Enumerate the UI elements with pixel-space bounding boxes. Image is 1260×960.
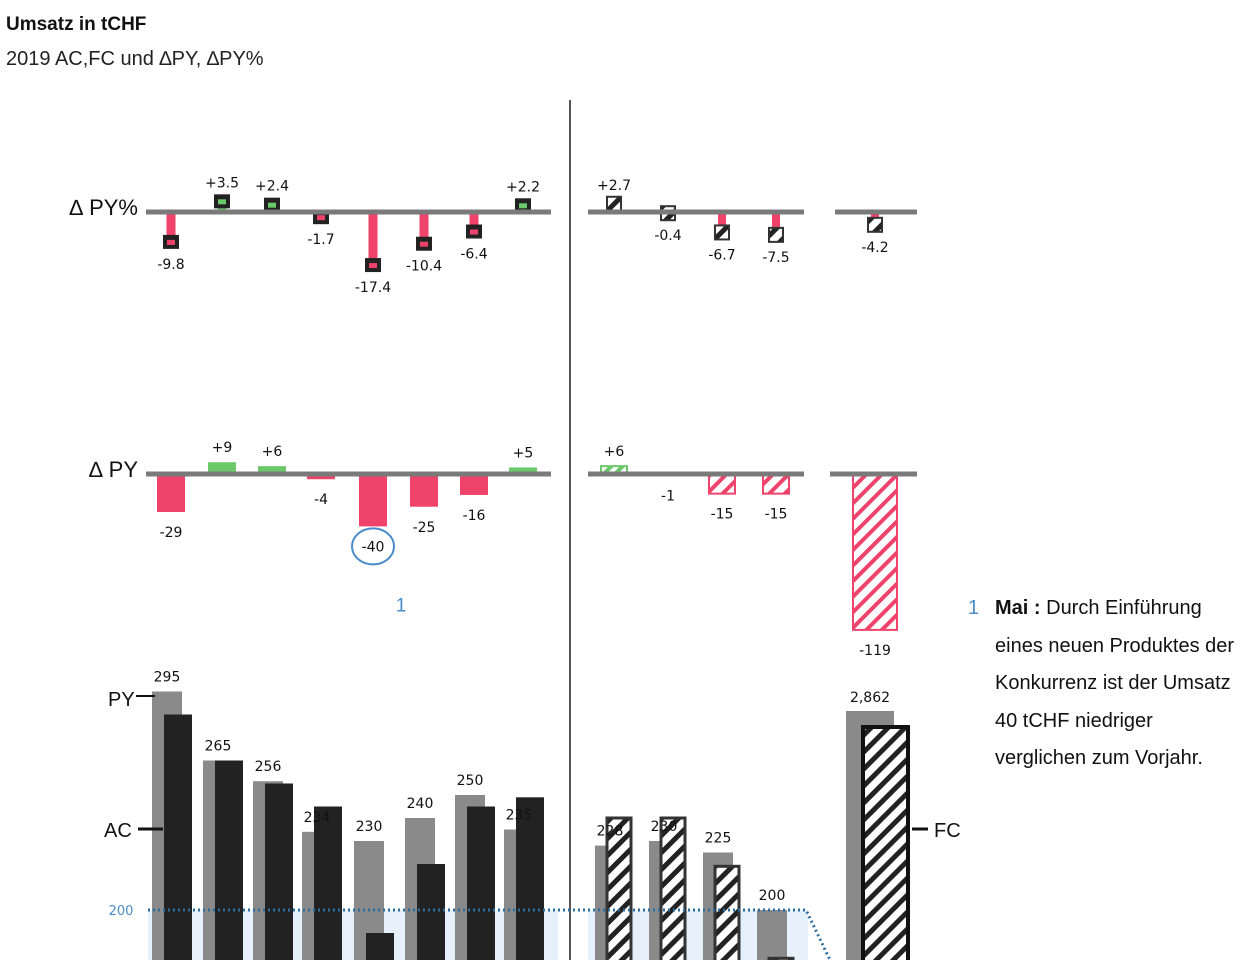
abs-fc-2-label: -15: [711, 507, 734, 523]
abs-ac-2-label: +6: [262, 444, 283, 460]
py-bar-11: [757, 910, 787, 960]
ac-bar-6: [467, 806, 495, 960]
abs-fc-0-label: +6: [604, 444, 625, 460]
abs-fc-2-bar: [708, 473, 736, 495]
legend-py: PY: [108, 689, 135, 711]
pct-ac-5-label: -10.4: [406, 259, 442, 275]
abs-ac-6-bar: [460, 474, 488, 495]
abs-ac-3-bar: [307, 474, 335, 480]
pct-fc-1-label: -0.4: [654, 228, 681, 244]
pct-fc-0-label: +2.7: [597, 178, 631, 194]
py-label-10: 225: [705, 831, 732, 847]
pct-ac-0-marker-core: [167, 239, 175, 245]
legend-ac: AC: [104, 820, 132, 842]
ac-bar-3: [314, 806, 342, 960]
py-label-4: 230: [356, 819, 383, 835]
abs-total-label: -119: [859, 643, 891, 659]
abs-ac-0-label: -29: [160, 525, 183, 541]
chart-subtitle: 2019 AC,FC und ∆PY, ∆PY%: [6, 48, 264, 70]
pct-fc-2-stem: [718, 212, 726, 233]
highlight-marker: 1: [396, 595, 407, 616]
abs-ac-1-bar: [208, 462, 236, 474]
pct-ac-6-stem: [469, 212, 479, 232]
abs-ac-5-label: -25: [413, 520, 436, 536]
pct-fc-3-marker: [768, 226, 784, 243]
py-label-0: 295: [154, 670, 181, 686]
pct-ac-6-marker-core: [470, 229, 478, 235]
abs-total-bar: [852, 473, 898, 631]
pct-ac-3-marker-core: [317, 215, 325, 221]
py-label-6: 250: [457, 773, 484, 789]
annotation-text: Mai : Durch Einführung eines neuen Produ…: [995, 590, 1235, 778]
chart-title: Umsatz in tCHF: [6, 14, 147, 35]
pct-fc-3-stem: [772, 212, 780, 235]
pct-ac-4-label: -17.4: [355, 280, 391, 296]
pct-fc-3-label: -7.5: [762, 250, 789, 266]
legend-fc: FC: [934, 820, 961, 842]
abs-ac-7-label: +5: [513, 445, 534, 461]
pct-row-label: ∆ PY%: [70, 195, 138, 220]
pct-ac-5-marker-core: [420, 241, 428, 247]
abs-ac-1-label: +9: [212, 440, 233, 456]
annotation-number: 1: [968, 597, 980, 619]
fc-bar-2: [713, 864, 741, 960]
pct-ac-1-marker-core: [218, 199, 226, 205]
ac-bar-7: [516, 797, 544, 960]
ac-bar-1: [215, 760, 243, 960]
abs-fc-1-label: -1: [661, 488, 675, 504]
fc-bar-1: [659, 816, 687, 960]
fc-bar-3: [767, 956, 795, 960]
abs-ac-2-bar: [258, 466, 286, 474]
pct-fc-0-marker: [606, 195, 622, 212]
pct-ac-5-stem: [419, 212, 429, 244]
pct-ac-3-label: -1.7: [307, 232, 334, 248]
pct-fc-2-marker: [714, 224, 730, 241]
pct-ac-4-stem: [368, 212, 378, 266]
abs-fc-3-label: -15: [765, 507, 788, 523]
pct-ac-0-stem: [166, 212, 176, 242]
py-label-9: 230: [651, 819, 678, 835]
ac-bar-5: [417, 864, 445, 960]
py-label-5: 240: [407, 796, 434, 812]
abs-ac-5-bar: [410, 474, 438, 507]
py-label-1: 265: [205, 739, 232, 755]
py-label-11: 200: [759, 888, 786, 904]
ac-bar-4: [366, 933, 394, 960]
pct-ac-6-label: -6.4: [460, 247, 487, 263]
pct-total-label: -4.2: [861, 240, 888, 256]
pct-ac-2-marker-core: [268, 202, 276, 208]
abs-ac-3-label: -4: [314, 492, 328, 508]
total-label: 2,862: [850, 690, 890, 706]
ac-bar-2: [265, 783, 293, 960]
abs-ac-0-bar: [157, 474, 185, 512]
abs-fc-3-bar: [762, 473, 790, 495]
total-fc-bar: [861, 725, 910, 960]
pct-ac-4-marker-core: [369, 263, 377, 269]
abs-ac-6-label: -16: [463, 508, 486, 524]
annotation-body: Durch Einführung eines neuen Produktes d…: [995, 597, 1235, 769]
pct-ac-2-label: +2.4: [255, 179, 289, 195]
py-label-7: 235: [506, 808, 533, 824]
abs-ac-7-bar: [509, 467, 537, 474]
py-label-3: 234: [304, 810, 331, 826]
pct-total-marker: [867, 216, 883, 233]
py-label-2: 256: [255, 759, 282, 775]
annotation-month: Mai :: [995, 597, 1041, 619]
pct-fc-2-label: -6.7: [708, 247, 735, 263]
pct-ac-1-label: +3.5: [205, 175, 239, 191]
py-label-8: 228: [597, 824, 624, 840]
abs-ac-4-bar: [359, 474, 387, 527]
reference-label: 200: [109, 904, 134, 919]
pct-ac-7-marker-core: [519, 203, 527, 209]
fc-bar-0: [605, 816, 633, 960]
ac-bar-0: [164, 714, 192, 960]
pct-ac-0-label: -9.8: [157, 257, 184, 273]
highlight-circle: [351, 527, 395, 566]
pct-ac-7-label: +2.2: [506, 179, 540, 195]
abs-ac-4-label: -40: [362, 539, 385, 555]
abs-row-label: ∆ PY: [89, 457, 138, 482]
